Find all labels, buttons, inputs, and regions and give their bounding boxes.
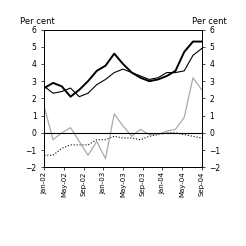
Korea — [52, 92, 55, 95]
China — [165, 75, 168, 77]
Taiwan — [156, 133, 159, 136]
Taiwan — [165, 130, 168, 133]
Korea — [60, 90, 63, 93]
Korea — [148, 78, 151, 81]
Korea — [130, 71, 133, 74]
China — [139, 76, 142, 79]
China — [113, 52, 116, 55]
China — [130, 71, 133, 74]
Japan — [113, 135, 116, 138]
China — [52, 81, 55, 84]
Japan — [87, 143, 90, 146]
China — [60, 85, 63, 88]
China — [156, 78, 159, 81]
Korea — [43, 85, 46, 88]
Japan — [200, 137, 203, 139]
China — [43, 87, 46, 90]
Taiwan — [43, 106, 46, 108]
Line: Taiwan: Taiwan — [44, 78, 202, 159]
Japan — [148, 135, 151, 138]
China — [104, 64, 107, 67]
Japan — [174, 131, 177, 134]
Japan — [60, 147, 63, 150]
Japan — [52, 154, 55, 157]
China — [78, 88, 81, 91]
China — [95, 69, 98, 72]
Text: Per cent: Per cent — [192, 17, 226, 26]
China — [148, 80, 151, 83]
Taiwan — [113, 112, 116, 115]
Korea — [95, 83, 98, 86]
Korea — [200, 47, 203, 50]
Taiwan — [139, 128, 142, 131]
Korea — [87, 92, 90, 95]
Taiwan — [174, 128, 177, 131]
Korea — [78, 95, 81, 98]
Taiwan — [200, 88, 203, 91]
Taiwan — [78, 140, 81, 143]
Korea — [156, 76, 159, 79]
Korea — [104, 78, 107, 81]
Japan — [78, 143, 81, 146]
Taiwan — [52, 138, 55, 141]
Japan — [165, 131, 168, 134]
Taiwan — [104, 157, 107, 160]
Japan — [130, 137, 133, 139]
China — [122, 62, 124, 65]
Taiwan — [130, 135, 133, 138]
Korea — [191, 54, 194, 57]
China — [200, 40, 203, 43]
Japan — [139, 138, 142, 141]
Taiwan — [87, 154, 90, 157]
Taiwan — [183, 116, 186, 119]
Taiwan — [95, 140, 98, 143]
Japan — [156, 133, 159, 136]
China — [69, 95, 72, 98]
Korea — [122, 68, 124, 71]
China — [183, 50, 186, 53]
Korea — [139, 75, 142, 77]
Taiwan — [148, 133, 151, 136]
Korea — [183, 69, 186, 72]
Taiwan — [122, 124, 124, 127]
Korea — [174, 71, 177, 74]
Japan — [191, 135, 194, 138]
Japan — [95, 138, 98, 141]
China — [87, 80, 90, 83]
Line: Japan: Japan — [44, 133, 202, 155]
Japan — [104, 138, 107, 141]
Korea — [113, 71, 116, 74]
Line: China: China — [44, 42, 202, 97]
Line: Korea: Korea — [44, 48, 202, 97]
China — [191, 40, 194, 43]
Taiwan — [69, 126, 72, 129]
Text: Per cent: Per cent — [20, 17, 54, 26]
Japan — [122, 137, 124, 139]
Korea — [69, 87, 72, 90]
Japan — [43, 154, 46, 157]
Taiwan — [191, 76, 194, 79]
China — [174, 69, 177, 72]
Japan — [183, 133, 186, 136]
Taiwan — [60, 131, 63, 134]
Japan — [69, 143, 72, 146]
Korea — [165, 71, 168, 74]
